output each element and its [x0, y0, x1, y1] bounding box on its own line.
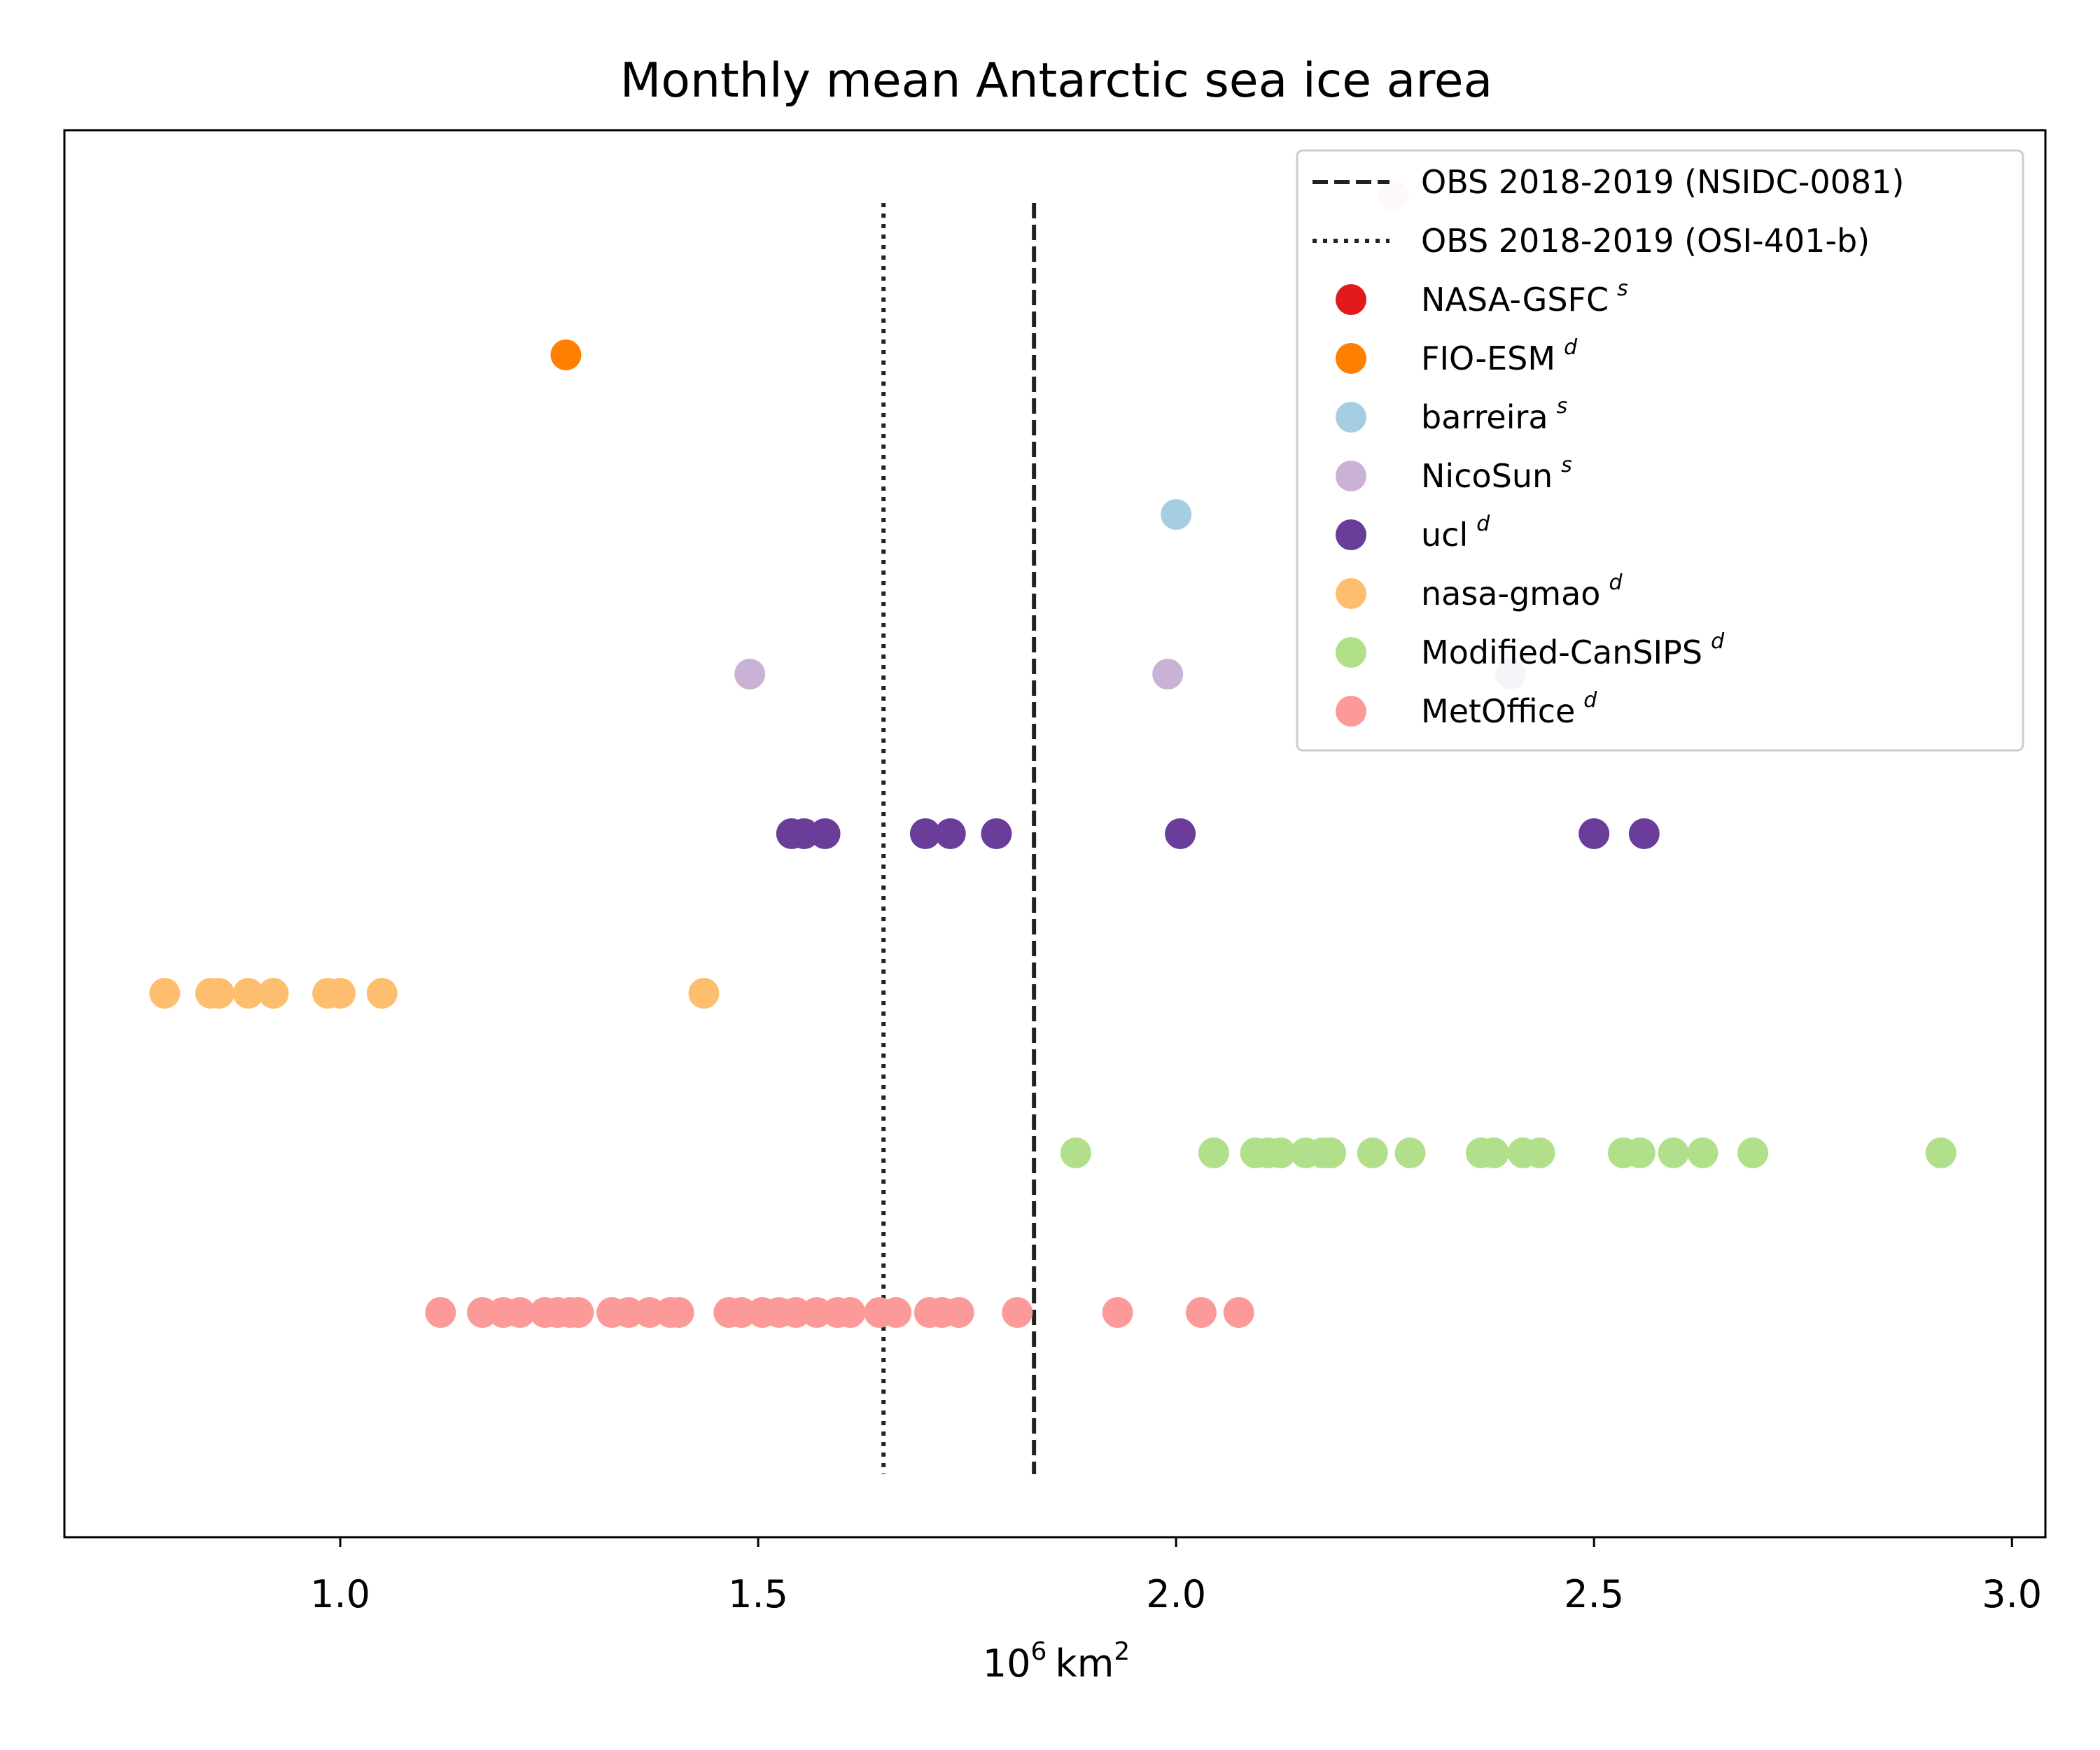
point-nicosun	[1152, 659, 1184, 690]
legend-label: Modified-CanSIPS d	[1421, 629, 1725, 671]
legend-items: OBS 2018-2019 (NSIDC-0081) OBS 2018-2019 …	[1312, 163, 1904, 730]
point-ucl	[809, 818, 841, 849]
x-tick-label: 1.0	[310, 1572, 370, 1616]
legend-label: OBS 2018-2019 (OSI-401-b)	[1421, 222, 1870, 260]
x-tick-label: 3.0	[1982, 1572, 2042, 1616]
legend-label: barreira s	[1421, 394, 1567, 436]
point-modified-cansips	[1198, 1138, 1229, 1168]
point-metoffice	[881, 1297, 912, 1328]
point-modified-cansips	[1925, 1138, 1956, 1168]
point-metoffice	[1223, 1297, 1254, 1328]
point-ucl	[1628, 818, 1660, 849]
point-metoffice	[663, 1297, 694, 1328]
legend-box	[1296, 149, 2024, 752]
legend-marker-fio-esm	[1336, 343, 1366, 374]
legend-marker-nasa-gmao	[1336, 578, 1366, 609]
point-modified-cansips	[1478, 1138, 1509, 1168]
point-fio-esm	[550, 340, 582, 370]
legend-marker-modified-cansips	[1336, 637, 1366, 668]
reference-lines	[881, 203, 1037, 1474]
point-metoffice	[943, 1297, 974, 1328]
legend-marker-nicosun	[1336, 461, 1366, 491]
point-ucl	[1578, 818, 1610, 849]
legend-label: ucl d	[1421, 512, 1490, 554]
point-nasa-gmao	[366, 978, 398, 1009]
legend: OBS 2018-2019 (NSIDC-0081) OBS 2018-2019 …	[1296, 149, 2024, 752]
legend-marker-metoffice	[1336, 696, 1366, 727]
point-modified-cansips	[1658, 1138, 1689, 1168]
point-modified-cansips	[1265, 1138, 1296, 1168]
legend-label: NicoSun s	[1421, 453, 1572, 495]
point-metoffice	[504, 1297, 536, 1328]
x-tick-label: 2.5	[1564, 1572, 1624, 1616]
x-axis-ticks: 1.0 1.5 2.0 2.5 3.0	[310, 1537, 2042, 1616]
legend-label: OBS 2018-2019 (NSIDC-0081)	[1421, 163, 1904, 201]
x-axis-label: 106 km2	[983, 1637, 1130, 1686]
point-modified-cansips	[1737, 1138, 1769, 1168]
point-metoffice	[1102, 1297, 1133, 1328]
legend-label: FIO-ESM d	[1421, 335, 1578, 377]
data-points	[149, 180, 1956, 1328]
point-nasa-gmao	[258, 978, 289, 1009]
point-metoffice	[1185, 1297, 1217, 1328]
point-metoffice	[425, 1297, 456, 1328]
point-barreira	[1161, 499, 1192, 530]
point-nasa-gmao	[203, 978, 234, 1009]
point-modified-cansips	[1624, 1138, 1656, 1168]
point-nasa-gmao	[149, 978, 181, 1009]
legend-marker-ucl	[1336, 519, 1366, 550]
point-modified-cansips	[1394, 1138, 1426, 1168]
point-modified-cansips	[1060, 1138, 1091, 1168]
point-ucl	[1165, 818, 1196, 849]
x-tick-label: 1.5	[728, 1572, 788, 1616]
point-ucl	[981, 818, 1012, 849]
x-tick-label: 2.0	[1146, 1572, 1206, 1616]
chart-title: Monthly mean Antarctic sea ice area	[620, 53, 1493, 108]
point-modified-cansips	[1315, 1138, 1347, 1168]
point-modified-cansips	[1524, 1138, 1555, 1168]
point-nasa-gmao	[688, 978, 720, 1009]
point-ucl	[934, 818, 966, 849]
legend-label: MetOffice d	[1421, 688, 1597, 730]
point-metoffice	[1002, 1297, 1033, 1328]
legend-marker-nasa-gsfc	[1336, 284, 1366, 315]
legend-label: nasa-gmao d	[1421, 570, 1623, 612]
legend-label: NASA-GSFC s	[1421, 276, 1628, 318]
point-modified-cansips	[1357, 1138, 1388, 1168]
point-nasa-gmao	[325, 978, 356, 1009]
point-metoffice	[563, 1297, 594, 1328]
point-nasa-gmao	[232, 978, 264, 1009]
point-metoffice	[834, 1297, 866, 1328]
legend-marker-barreira	[1336, 402, 1366, 433]
point-modified-cansips	[1687, 1138, 1718, 1168]
point-nicosun	[734, 659, 766, 690]
point-ucl	[909, 818, 941, 849]
